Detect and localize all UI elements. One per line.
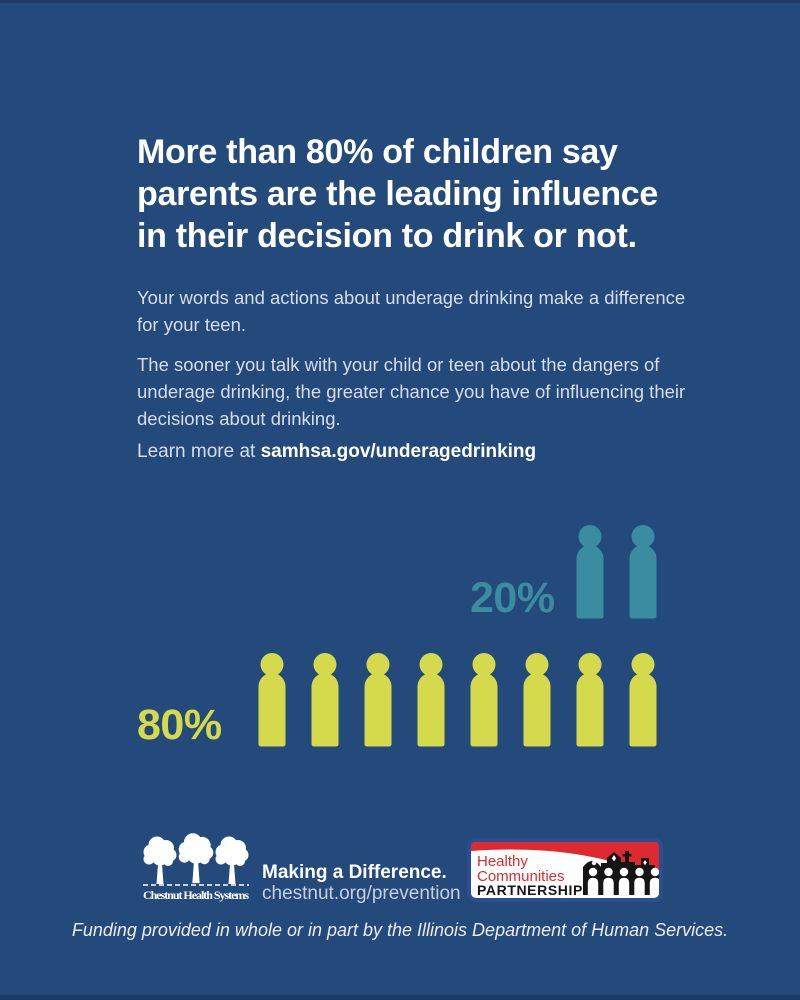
learn-more-prefix: Learn more at: [137, 441, 261, 462]
person-icon: [364, 653, 392, 747]
samhsa-url: samhsa.gov/underagedrinking: [260, 441, 537, 462]
person-icon: [258, 653, 286, 747]
intro-paragraph-line-1: Your words and actions about underage dr…: [137, 287, 686, 308]
hcp-word-partnership: PARTNERSHIP: [477, 882, 583, 898]
person-icon: [417, 653, 445, 747]
person-icon: [629, 653, 657, 747]
hcp-word-healthy: Healthy: [477, 853, 528, 870]
healthy-communities-partnership-logo: Healthy Communities PARTNERSHIP: [467, 838, 663, 902]
person-icon: [470, 653, 498, 747]
label-20-percent: 20%: [470, 574, 555, 622]
chestnut-url: chestnut.org/prevention: [262, 883, 461, 904]
person-icon: [629, 525, 657, 619]
people-icons: [587, 867, 659, 895]
red-swoosh: [471, 842, 659, 882]
second-paragraph: The sooner you talk with your child or t…: [137, 351, 685, 432]
tagline: Making a Difference.: [262, 862, 447, 883]
person-icon: [576, 653, 604, 747]
headline: More than 80% of children say parents ar…: [137, 131, 658, 257]
funding-note: Funding provided in whole or in part by …: [71, 920, 729, 940]
person-icon: [311, 653, 339, 747]
headline-line-3: in their decision to drink or not.: [137, 217, 637, 255]
pictogram-row-80: [258, 653, 657, 747]
chestnut-logo: Chestnut Health Systems: [143, 833, 249, 902]
learn-more-line: Learn more at samhsa.gov/underagedrinkin…: [137, 441, 536, 463]
pictogram-row-20: [576, 525, 657, 619]
intro-paragraph-line-2: for your teen.: [137, 314, 247, 335]
person-icon: [523, 653, 551, 747]
second-paragraph-line-1: The sooner you talk with your child or t…: [137, 354, 660, 375]
chestnut-org-name: Chestnut Health Systems: [143, 888, 249, 902]
headline-line-2: parents are the leading influence: [137, 175, 659, 213]
trees-icon: [143, 833, 249, 884]
hcp-word-communities: Communities: [477, 868, 565, 885]
second-paragraph-line-2: underage drinking, the greater chance yo…: [137, 381, 686, 402]
label-80-percent: 80%: [137, 701, 222, 749]
headline-line-1: More than 80% of children say: [137, 133, 618, 171]
top-border-strip: [0, 0, 800, 3]
second-paragraph-line-3: decisions about drinking.: [137, 408, 341, 429]
intro-paragraph: Your words and actions about underage dr…: [137, 284, 685, 338]
bottom-border-strip: [0, 995, 800, 1000]
person-icon: [576, 525, 604, 619]
